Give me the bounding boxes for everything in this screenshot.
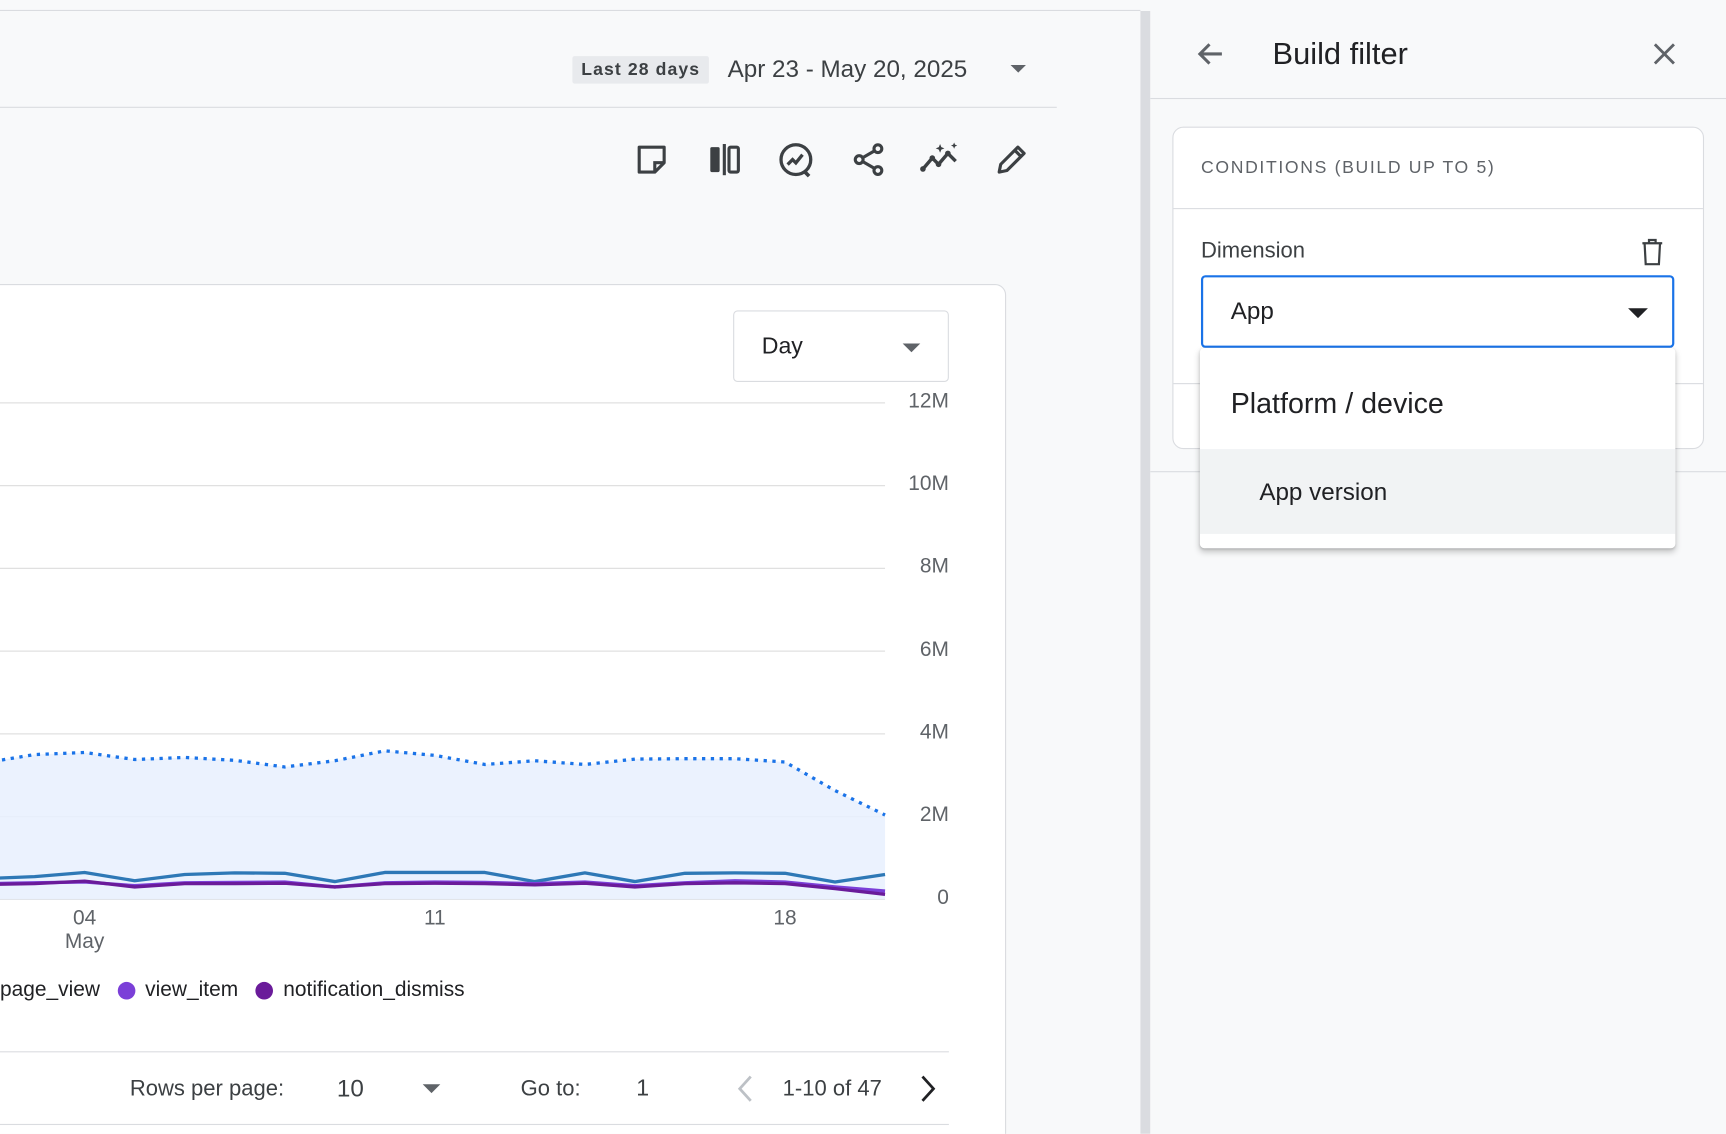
legend-dot — [255, 981, 274, 1000]
build-filter-panel: Build filter CONDITIONS (BUILD UP TO 5) … — [1150, 0, 1726, 1134]
chart-card — [0, 284, 1007, 1134]
top-divider — [0, 9, 1141, 12]
legend-item[interactable]: notification_dismiss — [255, 978, 465, 1003]
dimension-select[interactable]: App — [1200, 275, 1675, 348]
next-page-icon[interactable] — [915, 1072, 941, 1105]
dimension-value: App — [1230, 297, 1274, 325]
back-arrow-icon[interactable] — [1190, 33, 1232, 75]
compare-icon[interactable] — [703, 139, 745, 181]
anomaly-icon[interactable] — [919, 139, 961, 181]
granularity-value: Day — [761, 333, 803, 359]
series-line[interactable] — [0, 870, 886, 884]
legend-item[interactable]: page_view — [0, 979, 100, 1003]
legend-label: notification_dismiss — [283, 978, 465, 1002]
rows-per-page-select[interactable]: 10 — [336, 1074, 364, 1102]
x-tick-label: 18 — [773, 907, 797, 931]
note-icon[interactable] — [631, 139, 673, 181]
table-divider-bottom — [0, 1123, 949, 1126]
dropdown-group-header: Platform / device — [1200, 348, 1676, 449]
table-divider — [0, 1051, 949, 1053]
series-line[interactable] — [0, 749, 886, 817]
series-line[interactable] — [0, 879, 886, 897]
rows-per-page-label: Rows per page: — [129, 1076, 285, 1101]
header-divider — [0, 106, 1057, 108]
chevron-down-icon[interactable] — [422, 1084, 441, 1094]
date-preset-chip[interactable]: Last 28 days — [572, 56, 709, 84]
chevron-down-icon — [1628, 308, 1648, 319]
goto-input[interactable]: 1 — [636, 1075, 650, 1101]
conditions-divider — [1173, 208, 1703, 210]
goto-label: Go to: — [520, 1076, 581, 1101]
x-tick-label: 04 — [72, 907, 97, 931]
trash-icon[interactable] — [1636, 236, 1669, 269]
y-tick-label: 4M — [919, 720, 949, 744]
prev-page-icon[interactable] — [732, 1072, 758, 1105]
y-tick-label: 10M — [908, 472, 949, 496]
y-tick-label: 2M — [919, 803, 949, 827]
y-tick-label: 0 — [937, 886, 949, 910]
y-tick-label: 8M — [919, 555, 949, 579]
chevron-down-icon — [902, 343, 921, 353]
share-icon[interactable] — [848, 139, 890, 181]
series-area — [0, 750, 886, 900]
dimension-label: Dimension — [1200, 238, 1305, 264]
dropdown-group-label: Platform / device — [1230, 386, 1444, 420]
chart-legend: page_view view_item notification_dismiss — [0, 976, 482, 1005]
y-tick-label: 12M — [908, 389, 949, 413]
dropdown-option-app-version[interactable]: App version — [1199, 449, 1676, 534]
legend-dot — [117, 981, 136, 1000]
panel-resize-handle[interactable] — [1140, 11, 1151, 1134]
dropdown-option-label: App version — [1259, 477, 1388, 506]
insights-icon[interactable] — [775, 139, 817, 181]
dimension-dropdown-menu: Platform / device App version — [1199, 347, 1676, 549]
x-tick-label: 11 — [423, 907, 446, 931]
legend-item[interactable]: view_item — [117, 978, 239, 1003]
panel-title: Build filter — [1272, 36, 1408, 71]
legend-label: view_item — [145, 978, 239, 1002]
chevron-down-icon[interactable] — [1010, 64, 1026, 73]
granularity-select[interactable]: Day — [733, 310, 949, 382]
date-range-text[interactable]: Apr 23 - May 20, 2025 — [727, 55, 968, 83]
y-tick-label: 6M — [919, 637, 949, 662]
events-line-chart — [0, 402, 886, 901]
x-tick-sublabel: May — [64, 930, 105, 954]
close-icon[interactable] — [1643, 33, 1685, 75]
legend-label: page_view — [0, 978, 101, 1002]
panel-header: Build filter — [1150, 0, 1726, 100]
conditions-heading: CONDITIONS (BUILD UP TO 5) — [1200, 158, 1496, 178]
page-range: 1-10 of 47 — [782, 1076, 882, 1101]
edit-icon[interactable] — [991, 139, 1033, 181]
